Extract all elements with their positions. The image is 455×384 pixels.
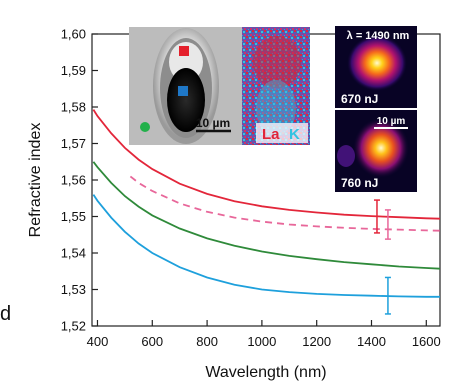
error-bar-2	[384, 209, 391, 240]
y-tick-label: 1,53	[61, 282, 86, 297]
mode-profile-bottom-inset: 10 µm 760 nJ	[335, 110, 417, 192]
error-bar-1	[373, 199, 380, 234]
eds-label-la: La	[262, 126, 280, 143]
y-tick-label: 1,56	[61, 173, 86, 188]
eds-label-k: K	[289, 126, 300, 143]
y-tick-label: 1,55	[61, 209, 86, 224]
green-circle-marker	[140, 122, 150, 132]
x-tick-label: 1600	[412, 334, 441, 349]
series-line-4	[92, 194, 440, 298]
mode-wavelength-label: λ = 1490 nm	[347, 30, 410, 42]
y-tick-label: 1,58	[61, 100, 86, 115]
errorbar-layer	[373, 199, 391, 315]
y-tick-label: 1,59	[61, 63, 86, 78]
mode-profile-top-inset: λ = 1490 nm 670 nJ	[335, 26, 417, 108]
y-tick-label: 1,60	[61, 27, 86, 42]
x-tick-label: 600	[141, 334, 163, 349]
series-line-1	[92, 109, 440, 220]
red-square-marker	[179, 46, 189, 56]
mode-energy-label-top: 670 nJ	[341, 92, 378, 106]
x-tick-label: 1200	[302, 334, 331, 349]
mode-scale-label: 10 µm	[377, 116, 406, 127]
blue-square-marker	[178, 86, 188, 96]
eds-map-inset: La K	[242, 27, 310, 145]
x-axis: 400 600 800 1000 1200 1400 1600	[87, 320, 441, 349]
x-tick-label: 400	[87, 334, 109, 349]
edge-text-fragment: d	[0, 303, 12, 325]
x-axis-title: Wavelength (nm)	[205, 364, 326, 381]
y-tick-label: 1,54	[61, 246, 86, 261]
y-axis-title: Refractive index	[27, 123, 44, 238]
y-axis: 1,52 1,53 1,54 1,55 1,56 1,57 1,58 1,59 1,60	[61, 27, 98, 334]
series-layer	[92, 109, 440, 298]
series-line-3	[92, 161, 440, 270]
y-tick-label: 1,57	[61, 136, 86, 151]
x-tick-label: 1000	[247, 334, 276, 349]
x-tick-label: 1400	[357, 334, 386, 349]
x-tick-label: 800	[196, 334, 218, 349]
mode-energy-label-bottom: 760 nJ	[341, 176, 378, 190]
y-tick-label: 1,52	[61, 319, 86, 334]
micrograph-inset: 10 µm	[129, 27, 242, 145]
error-bar-4	[384, 276, 391, 315]
micrograph-scale-label: 10 µm	[196, 116, 230, 130]
